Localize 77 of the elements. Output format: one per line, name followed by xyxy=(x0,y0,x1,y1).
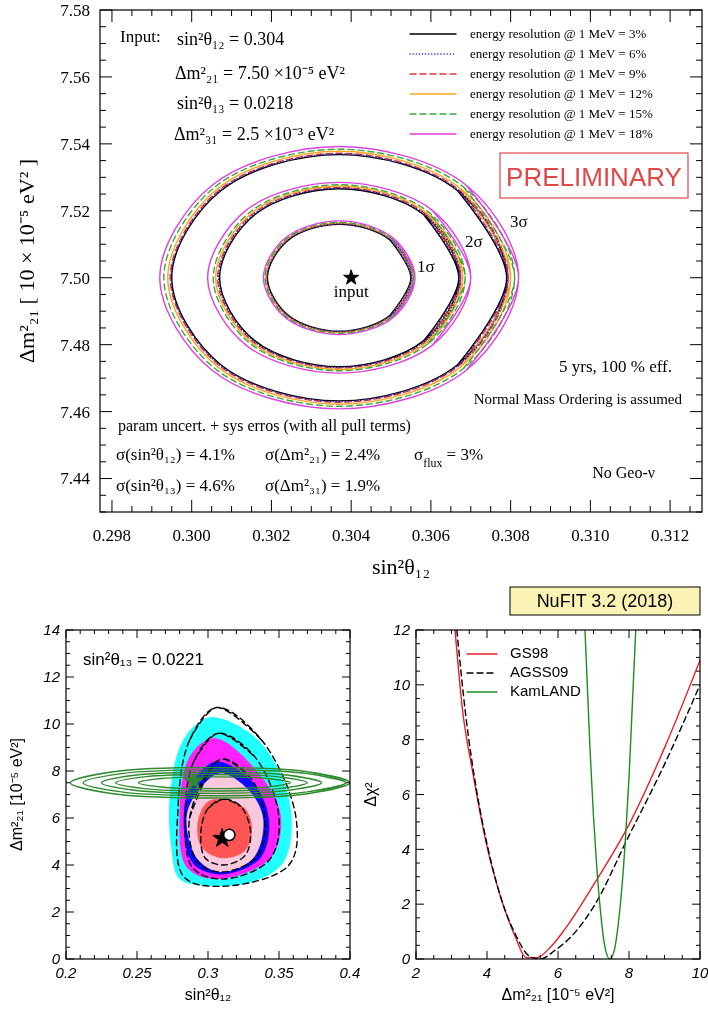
y-tick-label: 4 xyxy=(401,840,410,858)
y-tick-label: 4 xyxy=(51,856,60,874)
legend-label: energy resolution @ 1 MeV = 9% xyxy=(470,66,647,81)
y-tick-label: 7.58 xyxy=(60,0,90,20)
annotation: Input: xyxy=(120,27,161,46)
annotation: Δm²₂₁ = 7.50 ×10⁻⁵ eV² xyxy=(175,63,345,83)
y-tick-label: 8 xyxy=(51,762,61,780)
point xyxy=(222,828,236,842)
x-tick-label: 8 xyxy=(624,964,634,981)
legend-label: AGSS09 xyxy=(510,663,569,680)
x-tick-label: 10 xyxy=(691,964,708,981)
y-tick-label: 6 xyxy=(51,809,61,827)
y-axis-title: Δm²₂₁ [ 10 × 10⁻⁵ eV² ] xyxy=(14,158,39,364)
legend-label: energy resolution @ 1 MeV = 15% xyxy=(470,106,653,121)
legend-label: energy resolution @ 1 MeV = 18% xyxy=(470,126,653,141)
y-tick-label: 2 xyxy=(400,895,411,913)
annotation: Normal Mass Ordering is assumed xyxy=(473,391,683,407)
x-tick-label: 0.298 xyxy=(92,526,132,545)
y-tick-label: 12 xyxy=(393,621,411,639)
x-tick-label: 0.300 xyxy=(172,526,211,545)
legend-label: KamLAND xyxy=(510,682,582,699)
series-label: input xyxy=(333,281,369,301)
legend-label: GS98 xyxy=(510,644,549,661)
annotation: 5 yrs, 100 % eff. xyxy=(559,357,672,376)
y-tick-label: 7.44 xyxy=(60,469,91,489)
x-tick-label: 0.3 xyxy=(197,964,220,981)
y-tick-label: 7.52 xyxy=(60,201,90,221)
annotation: No Geo-ν xyxy=(592,464,655,481)
point xyxy=(183,771,204,791)
y-tick-label: 7.56 xyxy=(60,67,90,87)
x-tick-label: 0.4 xyxy=(339,964,361,981)
x-tick-label: 6 xyxy=(553,964,563,981)
y-tick-label: 7.50 xyxy=(60,268,90,288)
annotation: sin²θ₁₂ = 0.304 xyxy=(177,29,285,49)
annotation: σ(Δm²₃₁) = 1.9% xyxy=(265,476,381,495)
x-tick-label: 0.302 xyxy=(252,526,291,545)
y-tick-label: 0 xyxy=(401,950,411,968)
x-axis-title: sin²θ₁₂ xyxy=(371,554,431,579)
y-tick-label: 14 xyxy=(43,621,60,639)
y-tick-label: 7.54 xyxy=(60,134,91,154)
y-axis-title: Δm²₂₁ [10⁻⁵ eV²] xyxy=(8,737,25,852)
y-tick-label: 7.48 xyxy=(60,335,90,355)
y-axis-title: Δχ² xyxy=(362,781,379,807)
annotation: σ(Δm²₂₁) = 2.4% xyxy=(265,445,381,464)
y-tick-label: 10 xyxy=(393,676,411,694)
y-tick-label: 7.46 xyxy=(60,402,90,422)
annotation: param uncert. + sys erros (with all pull terms) xyxy=(118,417,411,435)
legend-label: energy resolution @ 1 MeV = 3% xyxy=(470,26,647,41)
annotation: σ(sin²θ₁₂) = 4.1% xyxy=(116,445,235,464)
annotation: σ$_{flux}$ = 3% xyxy=(414,445,484,470)
y-tick-label: 6 xyxy=(401,785,411,803)
x-axis-title: Δm²₂₁ [10⁻⁵ eV²] xyxy=(501,986,615,1003)
x-axis-title: sin²θ₁₂ xyxy=(184,986,232,1003)
x-tick-label: 0.306 xyxy=(411,526,451,545)
x-tick-label: 4 xyxy=(482,964,492,981)
annotation: 2σ xyxy=(465,232,483,251)
legend-label: energy resolution @ 1 MeV = 12% xyxy=(470,86,653,101)
y-tick-label: 2 xyxy=(50,903,61,921)
annotation: 1σ xyxy=(417,257,435,276)
y-tick-label: 10 xyxy=(43,715,61,733)
annotation: sin²θ₁₃ = 0.0218 xyxy=(177,93,294,113)
x-tick-label: 0.35 xyxy=(264,964,295,981)
annotation: σ(sin²θ₁₃) = 4.6% xyxy=(116,476,235,495)
x-tick-label: 0.25 xyxy=(122,964,153,981)
x-tick-label: 0.308 xyxy=(491,526,530,545)
x-tick-label: 0.310 xyxy=(571,526,610,545)
y-tick-label: 8 xyxy=(401,730,411,748)
annotation: sin²θ₁₃ = 0.0221 xyxy=(83,650,204,669)
line-series xyxy=(584,630,637,959)
x-tick-label: 0.312 xyxy=(650,526,690,545)
chart-title: NuFIT 3.2 (2018) xyxy=(536,591,674,611)
annotation: PRELIMINARY xyxy=(506,162,682,192)
annotation: 3σ xyxy=(510,212,528,231)
y-tick-label: 12 xyxy=(43,668,61,686)
legend-label: energy resolution @ 1 MeV = 6% xyxy=(470,46,647,61)
x-tick-label: 0.304 xyxy=(332,526,371,545)
annotation: Δm²₃₁ = 2.5 ×10⁻³ eV² xyxy=(174,124,335,144)
